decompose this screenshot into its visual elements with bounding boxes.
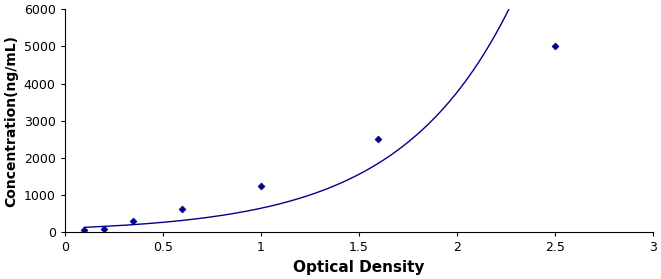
Y-axis label: Concentration(ng/mL): Concentration(ng/mL)	[4, 35, 18, 207]
X-axis label: Optical Density: Optical Density	[293, 260, 424, 275]
